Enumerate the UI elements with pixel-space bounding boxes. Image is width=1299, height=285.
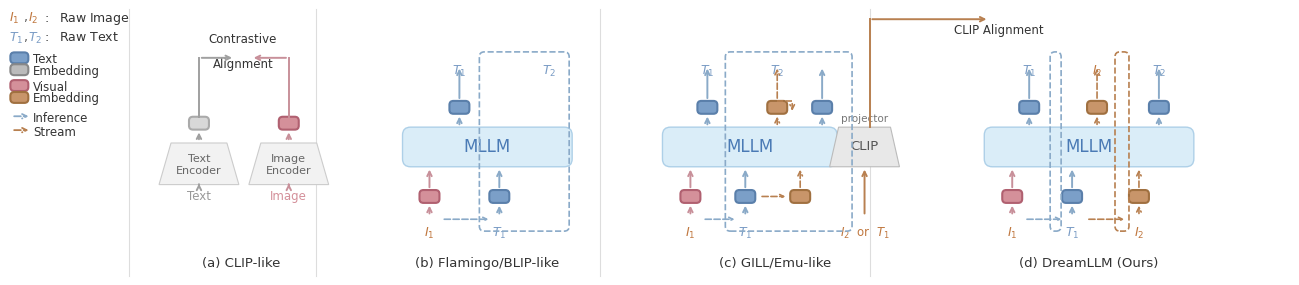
FancyBboxPatch shape [662,127,837,167]
FancyBboxPatch shape [698,101,717,114]
FancyBboxPatch shape [279,117,299,130]
FancyBboxPatch shape [681,190,700,203]
Text: $,$: $,$ [23,11,29,24]
Text: Visual: Visual [34,81,69,93]
Text: $\mathit{T}_1$: $\mathit{T}_1$ [1022,64,1037,79]
Polygon shape [158,143,239,185]
Polygon shape [249,143,329,185]
Text: Contrastive: Contrastive [209,33,277,46]
Text: projector: projector [840,114,889,124]
Text: Inference: Inference [34,112,88,125]
FancyBboxPatch shape [812,101,833,114]
FancyBboxPatch shape [188,117,209,130]
Text: $,$: $,$ [23,31,29,44]
FancyBboxPatch shape [420,190,439,203]
Text: $\mathit{I}_1$: $\mathit{I}_1$ [425,226,435,241]
Text: $\mathit{T}_2$: $\mathit{T}_2$ [29,31,43,46]
Text: $\mathit{T}_1$: $\mathit{T}_1$ [1065,226,1079,241]
Text: MLLM: MLLM [464,138,511,156]
Text: (b) Flamingo/BLIP-like: (b) Flamingo/BLIP-like [416,257,560,270]
Text: Text: Text [187,190,210,203]
Text: (d) DreamLLM (Ours): (d) DreamLLM (Ours) [1020,257,1159,270]
Text: $\mathit{T}_2$: $\mathit{T}_2$ [770,64,785,79]
FancyBboxPatch shape [1148,101,1169,114]
Text: $\mathit{T}_1$: $\mathit{T}_1$ [452,64,466,79]
Text: Embedding: Embedding [34,65,100,78]
Polygon shape [830,127,899,167]
Text: $\mathit{I}_2$: $\mathit{I}_2$ [29,11,39,27]
Text: $\mathit{T}_1$: $\mathit{T}_1$ [9,31,23,46]
FancyBboxPatch shape [1020,101,1039,114]
Text: $\mathit{I}_1$: $\mathit{I}_1$ [9,11,19,27]
Text: MLLM: MLLM [1065,138,1113,156]
Text: $\mathit{I}_2$: $\mathit{I}_2$ [1134,226,1144,241]
Text: $\mathit{T}_2$: $\mathit{T}_2$ [542,64,556,79]
FancyBboxPatch shape [1003,190,1022,203]
Text: Image: Image [270,190,307,203]
Text: $\mathit{T}_2$: $\mathit{T}_2$ [1152,64,1167,79]
Text: MLLM: MLLM [726,138,773,156]
FancyBboxPatch shape [735,190,755,203]
FancyBboxPatch shape [790,190,811,203]
FancyBboxPatch shape [768,101,787,114]
Text: Alignment: Alignment [213,58,273,71]
FancyBboxPatch shape [10,64,29,75]
FancyBboxPatch shape [10,52,29,63]
Text: (c) GILL/Emu-like: (c) GILL/Emu-like [718,257,831,270]
Text: CLIP: CLIP [851,141,878,153]
FancyBboxPatch shape [10,92,29,103]
FancyBboxPatch shape [1129,190,1148,203]
Text: Encoder: Encoder [177,166,222,176]
FancyBboxPatch shape [403,127,572,167]
FancyBboxPatch shape [1063,190,1082,203]
Text: $\mathit{T}_1$: $\mathit{T}_1$ [492,226,507,241]
Text: $:$  Raw Text: $:$ Raw Text [43,31,120,44]
FancyBboxPatch shape [10,80,29,91]
Text: Image: Image [271,154,307,164]
Text: Text: Text [34,53,57,66]
FancyBboxPatch shape [449,101,469,114]
Text: (a) CLIP-like: (a) CLIP-like [201,257,281,270]
Text: $\mathit{I}_2$  or  $\mathit{T}_1$: $\mathit{I}_2$ or $\mathit{T}_1$ [839,226,890,241]
Text: $\mathit{I}_2$: $\mathit{I}_2$ [1092,64,1102,79]
Text: $\mathit{T}_1$: $\mathit{T}_1$ [738,226,752,241]
Text: $:$  Raw Image: $:$ Raw Image [43,11,130,27]
Text: $\mathit{I}_1$: $\mathit{I}_1$ [1007,226,1017,241]
Text: Text: Text [188,154,210,164]
Text: $\mathit{I}_1$: $\mathit{I}_1$ [685,226,696,241]
Text: $\mathit{T}_1$: $\mathit{T}_1$ [700,64,714,79]
Text: Encoder: Encoder [266,166,312,176]
Text: Embedding: Embedding [34,93,100,105]
Text: Stream: Stream [34,126,77,139]
FancyBboxPatch shape [490,190,509,203]
FancyBboxPatch shape [1087,101,1107,114]
FancyBboxPatch shape [985,127,1194,167]
Text: CLIP Alignment: CLIP Alignment [955,24,1044,37]
